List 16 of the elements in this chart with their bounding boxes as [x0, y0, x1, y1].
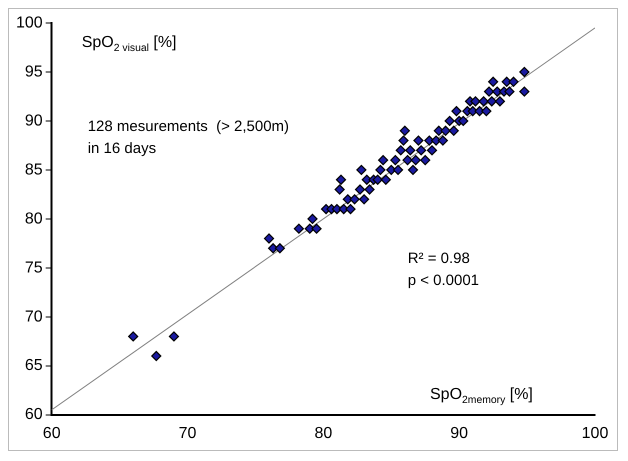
y-tick-label: 60	[24, 406, 43, 424]
x-tick-label: 100	[582, 424, 608, 442]
y-tick-label: 75	[24, 259, 43, 276]
y-tick-label: 100	[16, 14, 43, 32]
y-tick-label: 95	[24, 63, 43, 80]
x-tick-label: 80	[314, 424, 332, 442]
x-tick-label: 70	[178, 424, 197, 442]
y-tick-label: 70	[24, 308, 43, 326]
x-tick-label: 60	[42, 424, 61, 442]
y-tick-label: 85	[24, 161, 43, 178]
x-tick-label: 90	[450, 424, 468, 442]
y-tick-label: 90	[24, 112, 43, 130]
y-tick-label: 65	[24, 357, 43, 374]
y-tick-label: 80	[24, 210, 43, 228]
annotation: 128 mesurements (> 2,500m) in 16 days	[88, 118, 290, 157]
annotation: R² = 0.98 p < 0.0001	[408, 250, 480, 289]
